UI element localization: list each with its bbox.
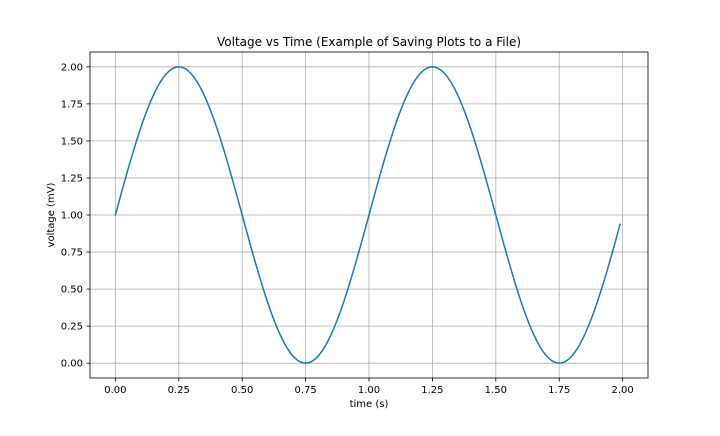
y-tick-label: 0.75	[61, 248, 83, 259]
y-tick-label: 1.00	[61, 211, 83, 222]
x-tick-label: 1.50	[485, 385, 507, 396]
voltage-series-line	[114, 66, 622, 364]
y-tick-label: 0.25	[61, 322, 83, 333]
y-tick-label: 1.50	[61, 136, 83, 147]
y-tick-label: 2.00	[61, 62, 83, 73]
x-tick-label: 0.75	[294, 385, 316, 396]
x-tick-label: 0.50	[231, 385, 253, 396]
y-tick-label: 0.50	[61, 285, 83, 296]
x-tick-label: 0.00	[104, 385, 126, 396]
y-tick-label: 1.25	[61, 173, 83, 184]
x-axis-ticks: 0.00 0.25 0.50 0.75 1.00 1.25 1.50 1.75 2.00	[104, 378, 634, 396]
x-tick-label: 0.25	[168, 385, 190, 396]
y-tick-label: 1.75	[61, 99, 83, 110]
y-tick-label: 0.00	[61, 359, 83, 370]
y-axis-ticks: 0.00 0.25 0.50 0.75 1.00 1.25 1.50 1.75 2.00	[61, 62, 90, 370]
x-tick-label: 1.00	[358, 385, 380, 396]
y-axis-label: voltage (mV)	[46, 182, 57, 247]
chart-title: Voltage vs Time (Example of Saving Plots…	[217, 35, 521, 49]
x-tick-label: 2.00	[612, 385, 634, 396]
x-tick-label: 1.75	[548, 385, 570, 396]
x-axis-label: time (s)	[350, 399, 389, 410]
series-layer	[114, 66, 622, 364]
x-tick-label: 1.25	[421, 385, 443, 396]
